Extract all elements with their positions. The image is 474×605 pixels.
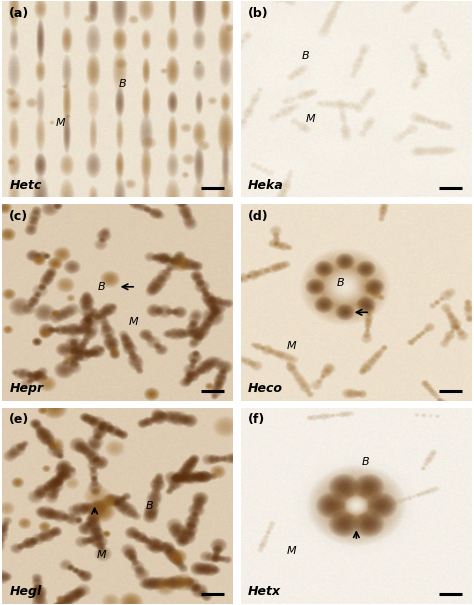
Text: B: B [362, 457, 369, 468]
Text: Heco: Heco [248, 382, 283, 394]
Text: B: B [337, 278, 344, 288]
Text: B: B [302, 51, 310, 61]
Text: Heka: Heka [248, 178, 284, 192]
Text: M: M [97, 550, 106, 560]
Text: M: M [305, 114, 315, 124]
Text: Hegl: Hegl [9, 585, 42, 598]
Text: (e): (e) [9, 413, 29, 427]
Text: M: M [55, 118, 65, 128]
Text: M: M [287, 341, 297, 351]
Text: Hetx: Hetx [248, 585, 281, 598]
Text: B: B [98, 282, 105, 292]
Text: B: B [146, 501, 154, 511]
Text: B: B [118, 79, 126, 89]
Text: (d): (d) [248, 211, 269, 223]
Text: (f): (f) [248, 413, 265, 427]
Text: (b): (b) [248, 7, 269, 20]
Text: M: M [129, 317, 138, 327]
Text: Hepr: Hepr [9, 382, 44, 394]
Text: (c): (c) [9, 211, 28, 223]
Text: Hetc: Hetc [9, 178, 42, 192]
Text: (a): (a) [9, 7, 29, 20]
Text: M: M [287, 546, 297, 556]
